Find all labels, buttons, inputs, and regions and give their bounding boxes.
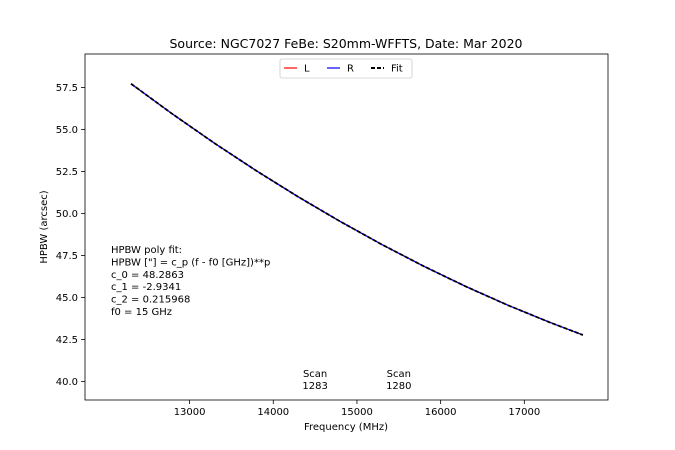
x-axis-label: Frequency (MHz) — [304, 422, 388, 433]
x-tick-label: 17000 — [508, 407, 540, 418]
fit-annotation-line: c_2 = 0.215968 — [111, 295, 190, 306]
y-tick-label: 57.5 — [56, 83, 78, 94]
fit-annotation-line: f0 = 15 GHz — [111, 307, 172, 318]
y-tick-label: 55.0 — [56, 125, 78, 136]
x-tick-label: 14000 — [257, 407, 289, 418]
legend-label-l: L — [304, 64, 310, 75]
series-lines — [130, 83, 584, 336]
series-line-fit — [130, 83, 584, 336]
y-tick-label: 45.0 — [56, 293, 78, 304]
x-tick-label: 13000 — [174, 407, 206, 418]
y-axis-label: HPBW (arcsec) — [39, 190, 50, 263]
y-tick-label: 52.5 — [56, 167, 78, 178]
legend-label-fit: Fit — [391, 64, 403, 75]
chart-title: Source: NGC7027 FeBe: S20mm-WFFTS, Date:… — [170, 36, 523, 51]
series-line-l — [130, 83, 584, 336]
scan-label-number: 1283 — [302, 381, 327, 392]
x-tick-label: 16000 — [425, 407, 457, 418]
y-tick-label: 42.5 — [56, 335, 78, 346]
legend-label-r: R — [347, 64, 354, 75]
series-line-r — [130, 83, 584, 336]
fit-annotation-line: HPBW ["] = c_p (f - f0 [GHz])**p — [111, 257, 270, 268]
annotations: HPBW poly fit:HPBW ["] = c_p (f - f0 [GH… — [111, 245, 412, 392]
axis-ticks: 13000 14000 15000 16000 17000 40.0 42.5 45.0 47.… — [56, 83, 540, 418]
fit-annotation-line: HPBW poly fit: — [111, 245, 182, 256]
y-tick-label: 47.5 — [56, 251, 78, 262]
y-tick-label: 40.0 — [56, 377, 78, 388]
scan-label-title: Scan — [387, 369, 411, 380]
x-tick-label: 15000 — [341, 407, 373, 418]
plot-frame — [84, 53, 609, 401]
legend-box — [279, 58, 413, 79]
fit-annotation-line: c_0 = 48.2863 — [111, 270, 184, 281]
y-tick-label: 50.0 — [56, 209, 78, 220]
scan-label-title: Scan — [303, 369, 327, 380]
fit-annotation-line: c_1 = -2.9341 — [111, 282, 181, 293]
legend: L R Fit — [279, 58, 413, 79]
scan-label-number: 1280 — [386, 381, 411, 392]
